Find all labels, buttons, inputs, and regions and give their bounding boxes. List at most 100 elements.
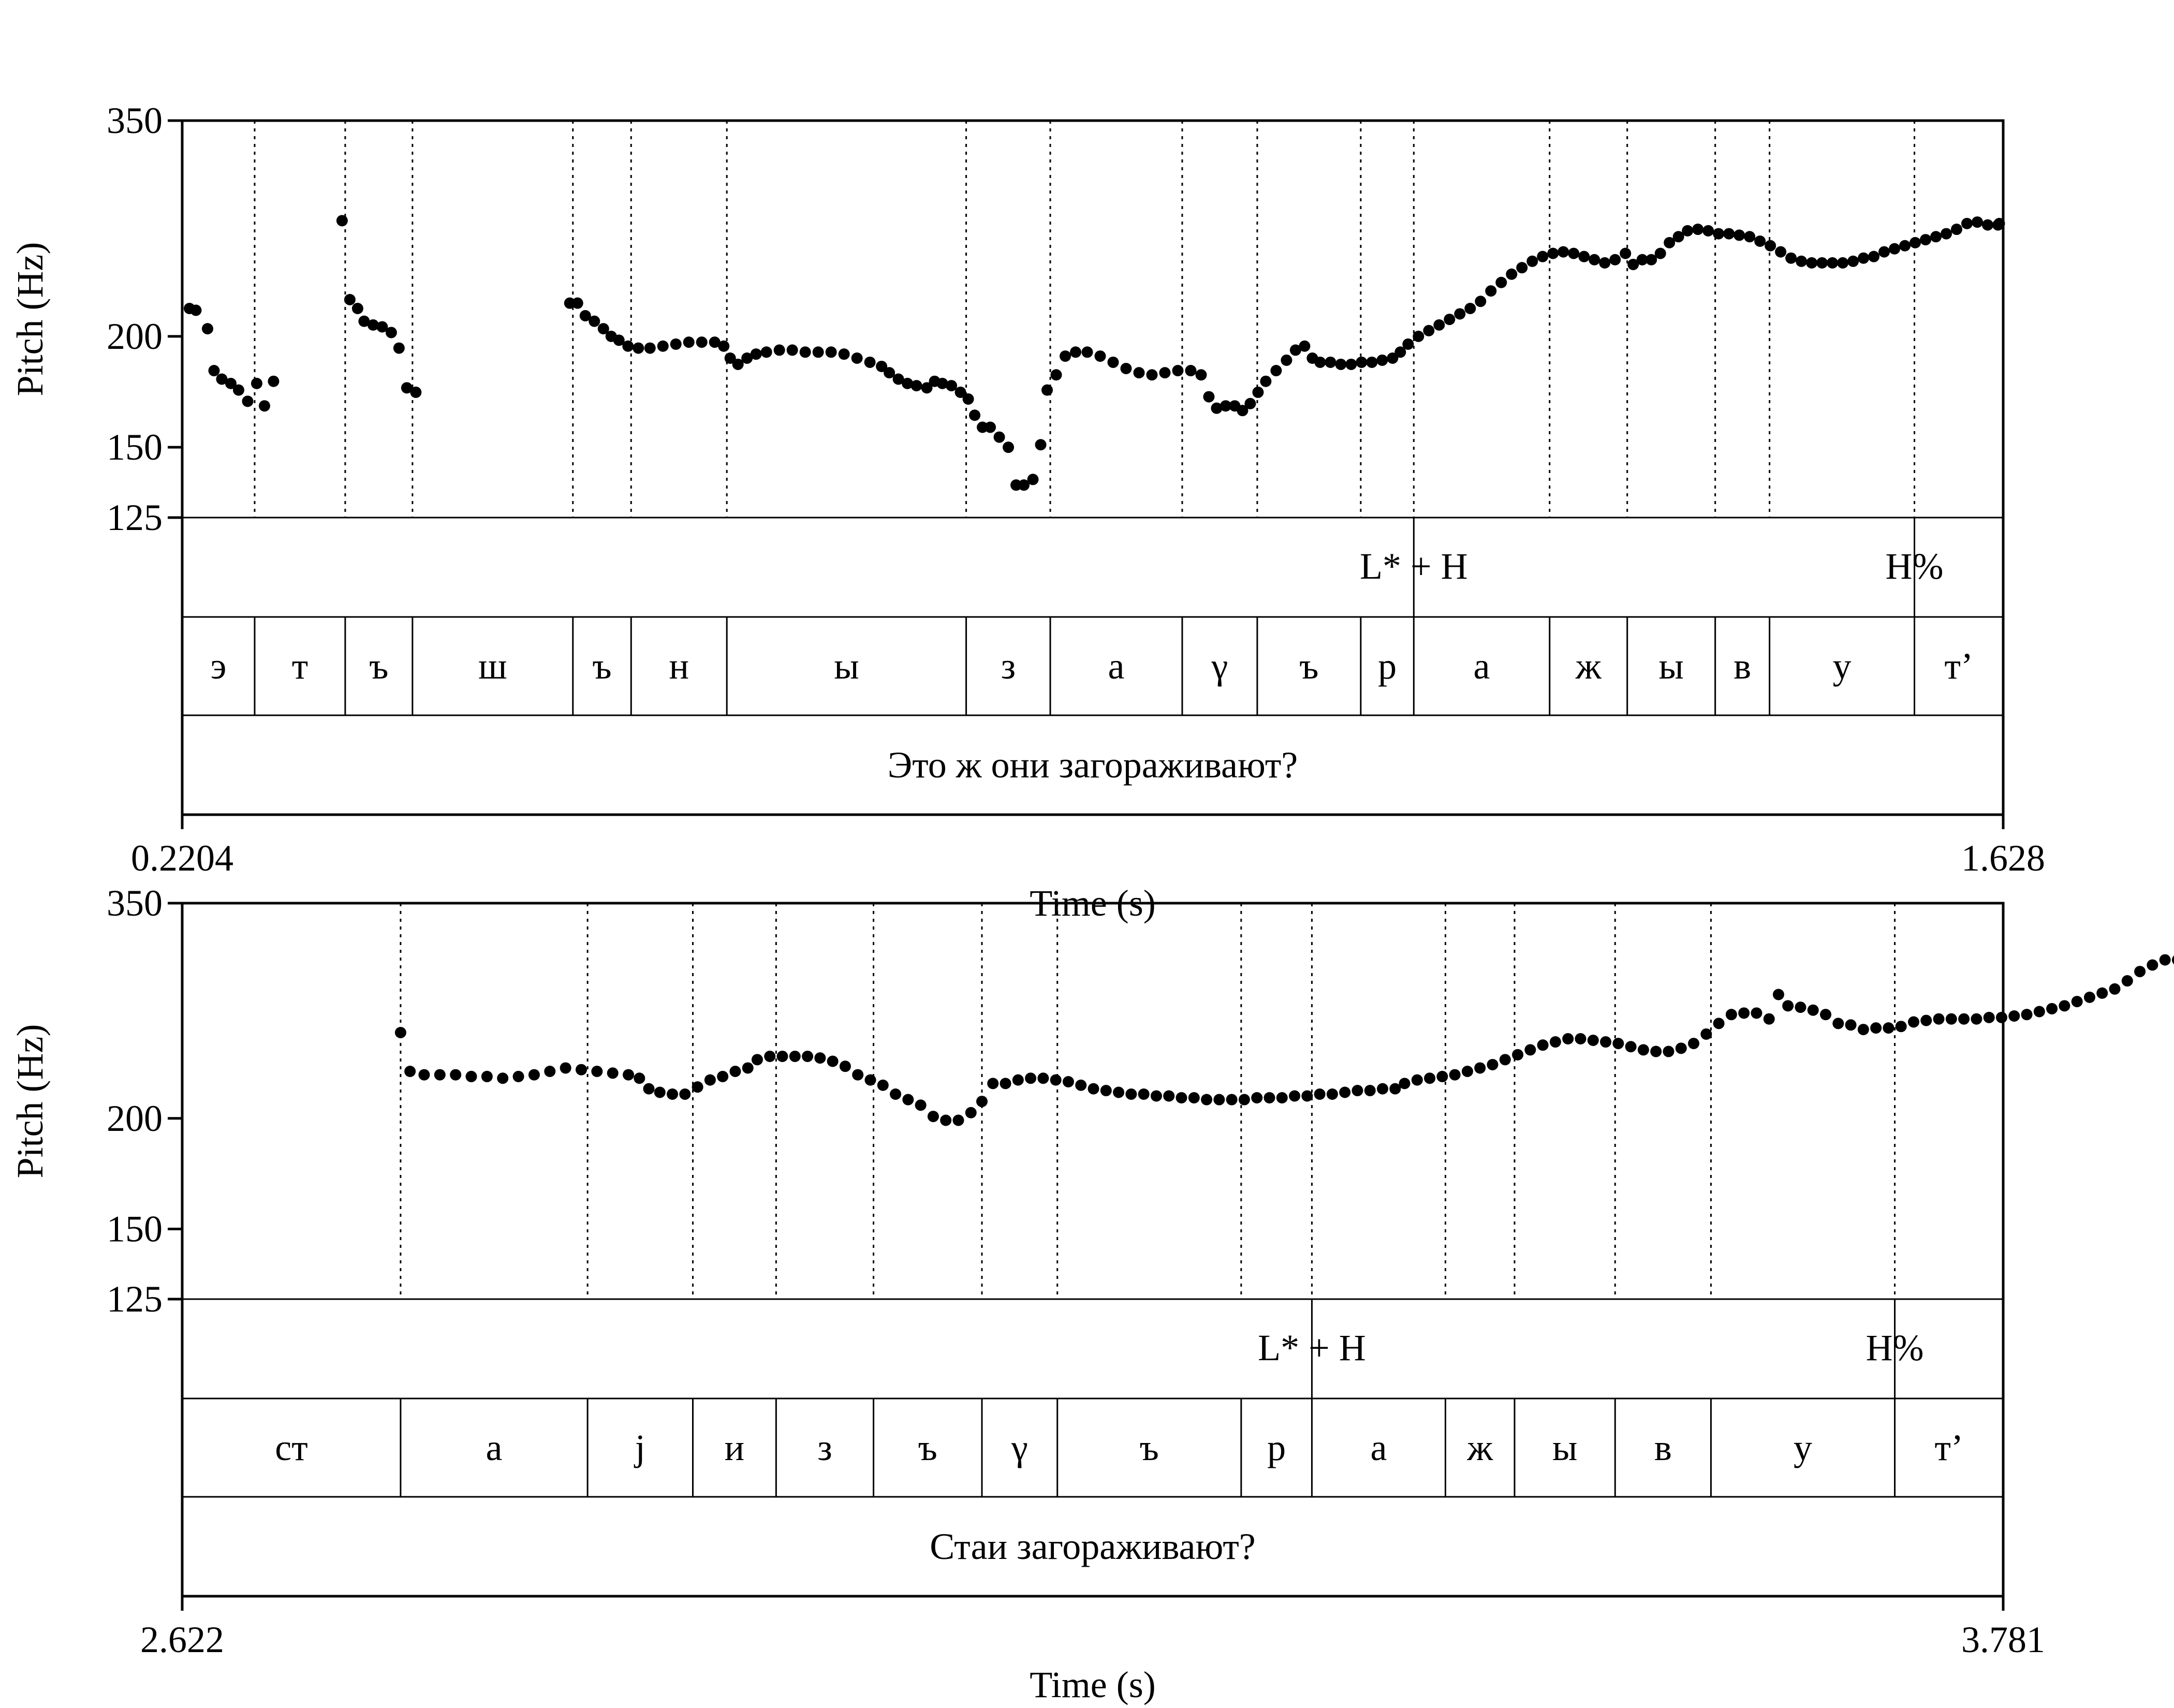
pitch-point [1837, 257, 1849, 269]
pitch-point [709, 336, 721, 348]
pitch-point [1339, 1086, 1351, 1098]
pitch-point [1744, 231, 1756, 243]
pitch-point [201, 323, 213, 335]
pitch-point [962, 393, 974, 405]
pitch-point [1738, 1007, 1750, 1019]
pitch-point [1314, 356, 1326, 368]
pitch-point [799, 346, 811, 358]
pitch-point [1858, 252, 1870, 264]
pitch-point [1713, 1018, 1725, 1029]
pitch-point [679, 1088, 691, 1100]
pitch-point [1474, 1062, 1486, 1074]
pitch-point [633, 342, 644, 354]
pitch-point [717, 1070, 729, 1082]
pitch-point [1549, 1036, 1561, 1048]
pitch-point [718, 340, 730, 352]
pitch-point [1646, 254, 1657, 266]
pitch-point [1094, 350, 1106, 362]
pitch-point [1983, 1011, 1995, 1023]
y-tick-label: 150 [107, 1209, 163, 1250]
pitch-point [1299, 340, 1311, 352]
pitch-point [1688, 1038, 1700, 1050]
pitch-point [1754, 235, 1766, 247]
segment-label: з [817, 1427, 832, 1468]
pitch-point [528, 1069, 540, 1081]
pitch-point [1387, 352, 1399, 364]
pitch-point [1537, 1039, 1549, 1051]
pitch-point [1870, 1022, 1882, 1034]
pitch-point [1220, 400, 1231, 412]
pitch-point [1578, 251, 1590, 262]
plot-frame [181, 902, 2005, 1598]
segment-label: н [669, 645, 689, 687]
pitch-point [729, 1065, 741, 1077]
pitch-point [1700, 1028, 1712, 1040]
pitch-point [1832, 1018, 1844, 1029]
pitch-point [579, 310, 591, 321]
pitch-point [450, 1069, 462, 1081]
segment-label: ш [478, 645, 507, 687]
pitch-point [724, 352, 736, 364]
pitch-point [623, 1069, 635, 1081]
pitch-point [1037, 1072, 1049, 1084]
pitch-point [2171, 955, 2174, 965]
pitch-point [1909, 237, 1921, 248]
pitch-point [750, 348, 762, 360]
pitch-point [190, 304, 202, 316]
pitch-point [1325, 356, 1336, 368]
pitch-point [1589, 254, 1600, 266]
pitch-point [1889, 243, 1901, 255]
pitch-point [936, 377, 948, 389]
pitch-point [902, 1094, 914, 1106]
pitch-point [1958, 1013, 1970, 1025]
pitch-point [2083, 991, 2095, 1003]
pitch-point [1961, 217, 1973, 229]
pitch-point [902, 377, 914, 389]
pitch-point [1795, 1002, 1806, 1013]
pitch-point [410, 386, 422, 398]
pitch-point [1625, 1041, 1637, 1053]
pitch-point [1081, 346, 1093, 358]
pitch-point [393, 342, 405, 354]
pitch-point [1314, 1088, 1326, 1100]
pitch-point [1176, 1092, 1187, 1104]
pitch-point [1558, 246, 1569, 258]
pitch-point [512, 1070, 524, 1082]
pitch-point [481, 1070, 493, 1082]
pitch-point [1672, 231, 1684, 243]
pitch-point [1424, 1072, 1436, 1084]
pitch-point [385, 327, 397, 338]
pitch-point [1185, 365, 1197, 377]
pitch-point [1650, 1046, 1662, 1057]
segment-label: э [211, 645, 227, 687]
pitch-point [786, 344, 798, 356]
pitch-point [1075, 1079, 1087, 1091]
pitch-point [1883, 1022, 1894, 1034]
bottom-pitch-panel: 125 150 200 350 Pitch (Hz) 2.622 3.781 Time (s)… [9, 882, 2174, 1705]
pitch-point [812, 346, 824, 358]
segment-label: ъ [918, 1427, 937, 1468]
pitch-point [643, 1083, 655, 1095]
pitch-point [367, 319, 379, 331]
pitch-point [1025, 1072, 1037, 1084]
pitch-point [376, 321, 388, 333]
pitch-point [877, 1079, 889, 1091]
pitch-point [1088, 1083, 1099, 1095]
pitch-point [864, 356, 876, 368]
pitch-point [1454, 308, 1466, 320]
pitch-point [1526, 255, 1538, 267]
pitch-point [1003, 441, 1015, 453]
segment-label: ы [1552, 1427, 1577, 1468]
pitch-point [544, 1065, 556, 1077]
pitch-point [1402, 338, 1414, 350]
pitch-point [2121, 975, 2133, 987]
pitch-point [1951, 224, 1963, 235]
pitch-point [1785, 252, 1797, 264]
pitch-point [1203, 391, 1215, 403]
pitch-point [1547, 247, 1559, 259]
pitch-point [864, 1074, 876, 1086]
pitch-point [1941, 228, 1952, 240]
pitch-point [1857, 1024, 1869, 1036]
pitch-point [802, 1050, 814, 1062]
pitch-point [571, 297, 583, 309]
